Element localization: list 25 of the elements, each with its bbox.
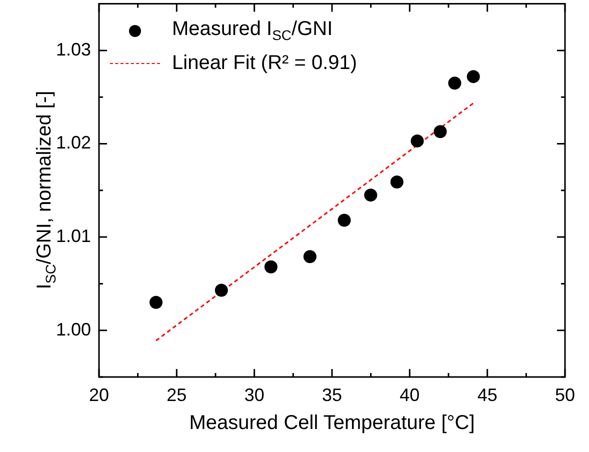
point bbox=[214, 284, 228, 297]
point bbox=[390, 176, 404, 189]
y-tick-label: 1.02 bbox=[56, 132, 91, 153]
point bbox=[264, 260, 278, 274]
point bbox=[466, 70, 480, 84]
point bbox=[303, 250, 316, 264]
point bbox=[434, 125, 447, 138]
point bbox=[410, 134, 424, 148]
x-tick-label: 30 bbox=[244, 384, 264, 405]
point bbox=[150, 296, 163, 309]
y-tick-label: 1.01 bbox=[56, 226, 91, 246]
x-tick-label: 50 bbox=[554, 384, 576, 405]
x-axis-title: Measured Cell Temperature [°C] bbox=[189, 412, 475, 435]
x-tick-label: 35 bbox=[322, 384, 342, 405]
y-tick-label: 1.03 bbox=[56, 39, 91, 60]
point bbox=[338, 214, 351, 227]
x-tick-label: 25 bbox=[166, 384, 187, 405]
legend-label: Measured I$_{SC}$/GNI bbox=[172, 18, 333, 43]
point bbox=[448, 76, 462, 90]
point bbox=[364, 188, 378, 202]
legend-label: Linear Fit (R² = 0.91) bbox=[172, 52, 358, 75]
y-tick-label: 1.00 bbox=[56, 319, 91, 340]
x-tick-label: 45 bbox=[477, 384, 498, 405]
x-tick-label: 20 bbox=[88, 384, 110, 405]
x-tick-label: 40 bbox=[400, 384, 420, 405]
